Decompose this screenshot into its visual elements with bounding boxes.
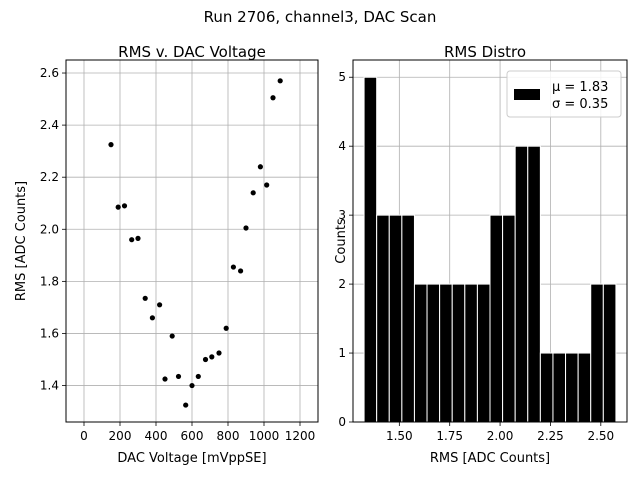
scatter-point <box>264 182 270 188</box>
scatter-point <box>175 373 182 380</box>
figure-suptitle: Run 2706, channel3, DAC Scan <box>204 8 437 26</box>
scatter-point <box>129 237 135 243</box>
scatter-point <box>142 295 148 301</box>
histogram-bar <box>502 214 516 423</box>
histogram-title: RMS Distro <box>444 43 526 61</box>
legend-swatch <box>514 89 540 100</box>
histogram-x-ticks: 1.50 1.75 2.00 2.25 2.50 <box>386 422 614 443</box>
scatter-x-ticks: 0 200 400 600 800 1000 1200 <box>80 422 315 443</box>
scatter-point <box>183 402 189 408</box>
scatter-y-tick-label: 2.0 <box>40 222 59 236</box>
scatter-grid <box>66 60 318 422</box>
scatter-y-tick-label: 2.4 <box>40 118 59 132</box>
histogram-y-tick-label: 3 <box>338 208 346 222</box>
scatter-point <box>216 350 222 356</box>
histogram-bar <box>388 214 403 423</box>
scatter-point <box>243 225 249 231</box>
scatter-y-tick-label: 1.4 <box>40 379 59 393</box>
histogram-bar <box>527 145 541 423</box>
scatter-point <box>189 382 195 389</box>
scatter-x-tick-label: 200 <box>109 429 132 443</box>
histogram-bar <box>451 283 466 423</box>
scatter-point <box>121 203 128 209</box>
histogram-x-tick-label: 2.50 <box>587 429 614 443</box>
legend-box <box>506 70 622 118</box>
scatter-point <box>257 164 263 170</box>
histogram-bar <box>439 283 453 423</box>
scatter-point <box>108 142 114 148</box>
scatter-point <box>230 264 236 270</box>
histogram-bar <box>577 352 592 423</box>
scatter-point <box>162 376 168 382</box>
histogram-bar <box>602 283 617 423</box>
scatter-x-tick-label: 400 <box>145 429 168 443</box>
histogram-bar <box>565 352 579 423</box>
histogram-x-label: RMS [ADC Counts] <box>430 451 550 466</box>
scatter-y-tick-label: 1.6 <box>40 326 59 340</box>
scatter-x-tick-label: 1200 <box>285 429 316 443</box>
histogram-bar <box>401 214 415 423</box>
scatter-x-tick-label: 800 <box>217 429 240 443</box>
scatter-y-label: RMS [ADC Counts] <box>14 181 29 301</box>
scatter-point <box>169 333 175 339</box>
histogram-bar <box>489 214 504 423</box>
histogram-y-tick-label: 2 <box>338 277 346 291</box>
histogram-x-tick-label: 1.50 <box>386 429 413 443</box>
scatter-y-tick-label: 2.6 <box>40 66 59 80</box>
scatter-point <box>223 325 229 331</box>
histogram-bar <box>426 283 441 423</box>
histogram-bars <box>363 76 617 423</box>
scatter-y-tick-label: 2.2 <box>40 170 59 184</box>
scatter-title: RMS v. DAC Voltage <box>118 43 266 61</box>
histogram-bar <box>363 76 378 423</box>
histogram-y-tick-label: 5 <box>338 70 346 84</box>
histogram-bar <box>590 283 604 423</box>
scatter-y-tick-label: 1.8 <box>40 274 59 288</box>
histogram-y-tick-label: 0 <box>338 415 346 429</box>
scatter-point <box>250 190 256 196</box>
histogram-bar <box>539 352 554 423</box>
histogram-bar <box>552 352 567 423</box>
histogram-y-label: Counts <box>334 218 349 264</box>
histogram-y-tick-label: 4 <box>338 139 346 153</box>
histogram-panel: RMS Distro 1.50 1.75 2.00 2.25 2.50 0 1 2 3 4 5 R… <box>334 43 628 466</box>
histogram-bar <box>464 283 478 423</box>
histogram-bar <box>514 145 529 423</box>
legend-line-sigma: σ = 0.35 <box>552 97 608 112</box>
histogram-x-tick-label: 2.25 <box>537 429 564 443</box>
scatter-point <box>149 315 155 321</box>
histogram-x-tick-label: 1.75 <box>436 429 463 443</box>
histogram-axes-frame <box>352 59 628 423</box>
histogram-bar <box>413 283 428 423</box>
histogram-bar <box>376 214 390 423</box>
histogram-y-ticks: 0 1 2 3 4 5 <box>338 70 353 429</box>
scatter-x-tick-label: 1000 <box>249 429 280 443</box>
scatter-point <box>115 204 121 210</box>
legend-line-mu: μ = 1.83 <box>552 80 608 95</box>
histogram-legend: μ = 1.83 σ = 0.35 <box>506 70 622 118</box>
scatter-point <box>270 95 276 101</box>
histogram-x-tick-label: 2.00 <box>487 429 514 443</box>
scatter-point <box>202 356 209 363</box>
scatter-y-ticks: 1.4 1.6 1.8 2.0 2.2 2.4 2.6 <box>40 66 66 393</box>
scatter-panel: RMS v. DAC Voltage 0 200 400 600 800 1000 1200… <box>14 43 319 466</box>
histogram-bar <box>476 283 491 423</box>
histogram-y-tick-label: 1 <box>338 346 346 360</box>
scatter-point <box>135 235 141 241</box>
scatter-point <box>157 302 163 308</box>
scatter-x-tick-label: 600 <box>181 429 204 443</box>
scatter-point <box>195 373 201 380</box>
scatter-x-label: DAC Voltage [mVppSE] <box>117 451 266 466</box>
scatter-x-tick-label: 0 <box>80 429 88 443</box>
scatter-point <box>238 268 244 274</box>
scatter-point <box>277 78 283 84</box>
scatter-points <box>108 78 283 408</box>
scatter-point <box>209 354 215 360</box>
